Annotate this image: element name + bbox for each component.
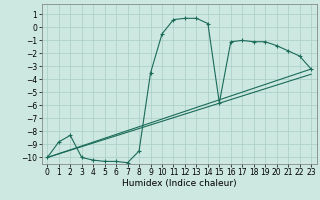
X-axis label: Humidex (Indice chaleur): Humidex (Indice chaleur) — [122, 179, 236, 188]
